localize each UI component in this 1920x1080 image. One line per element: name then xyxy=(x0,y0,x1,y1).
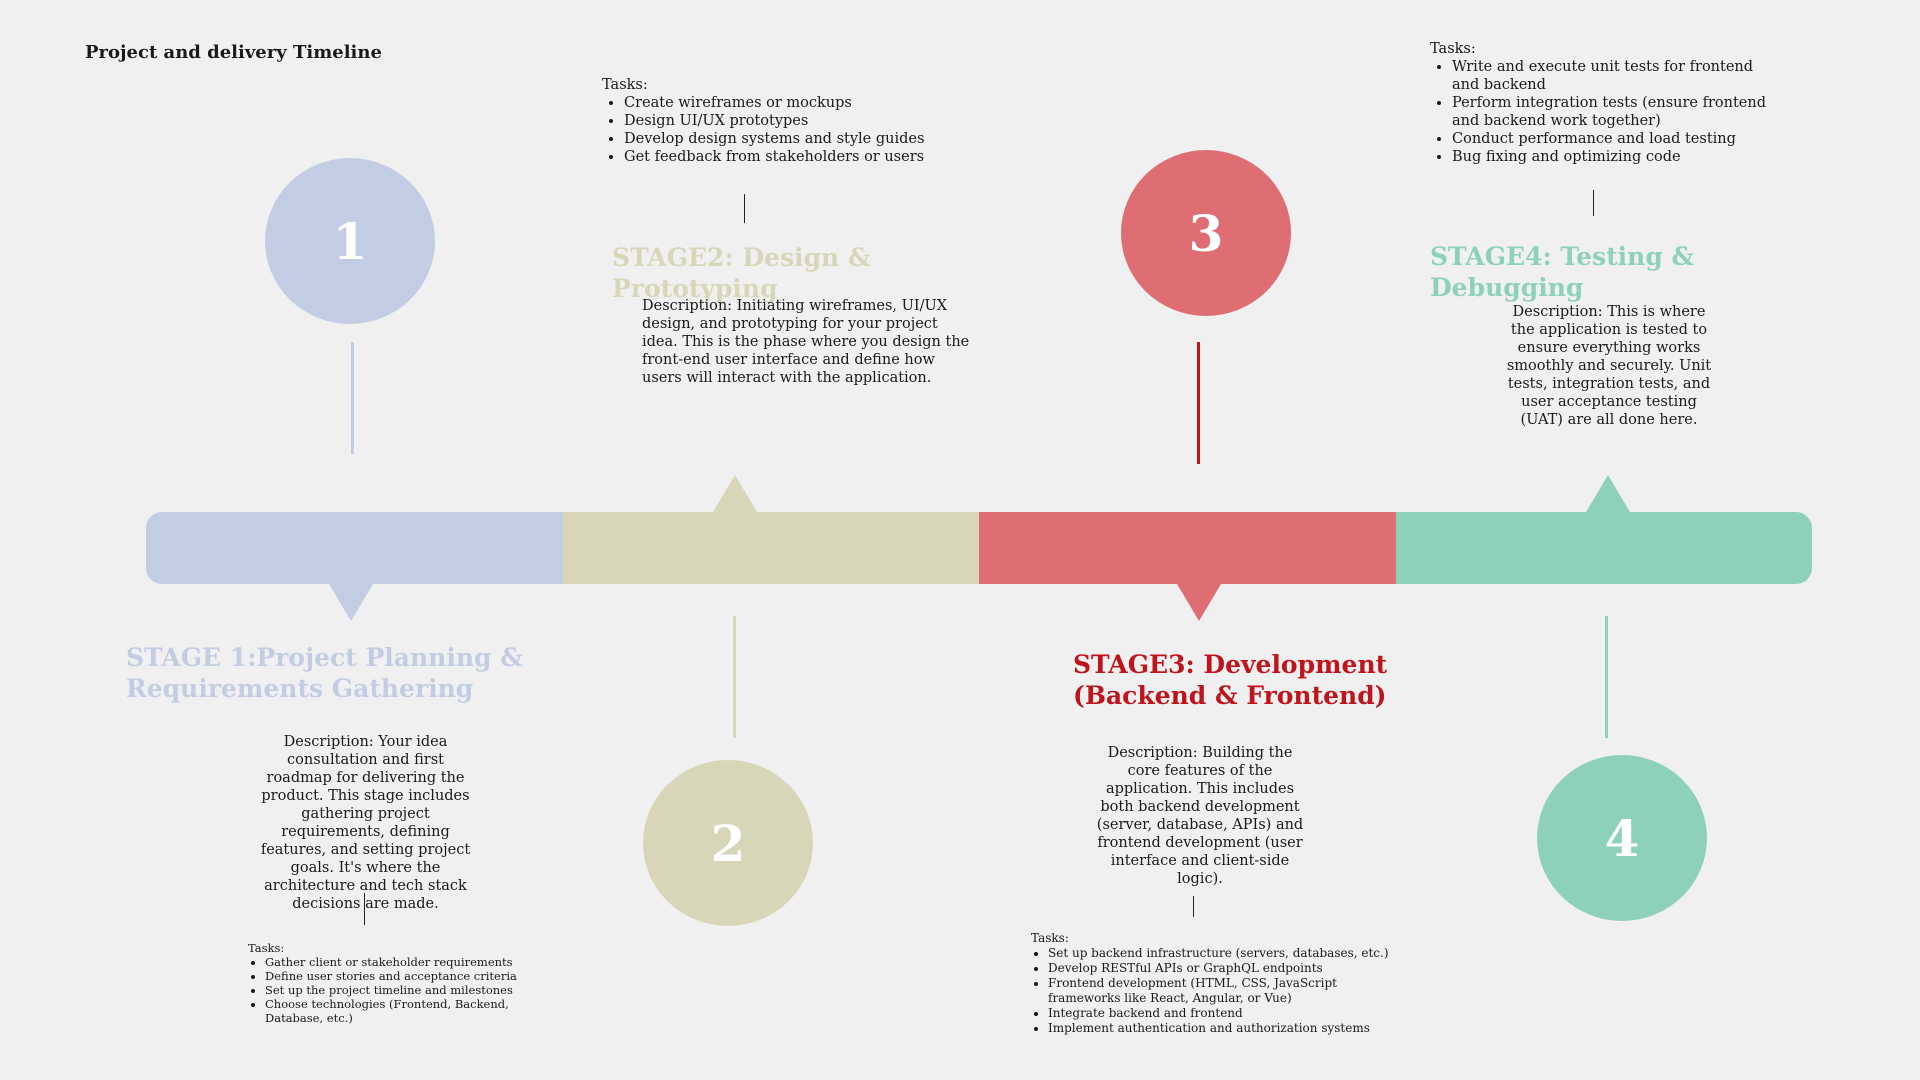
stage-2-task-list: Create wireframes or mockupsDesign UI/UX… xyxy=(602,94,932,166)
stage-1-task-list: Gather client or stakeholder requirement… xyxy=(248,955,518,1025)
stage-4-number: 4 xyxy=(1604,808,1640,868)
stage-3-title: STAGE3: Development (Backend & Frontend) xyxy=(1073,650,1388,710)
stage-3-number: 3 xyxy=(1188,203,1224,263)
stage-4-task-item: Write and execute unit tests for fronten… xyxy=(1452,58,1770,94)
stage-2-pointer xyxy=(713,475,757,512)
stage-3-tasks-label: Tasks: xyxy=(1031,931,1069,945)
stage-3-task-item: Set up backend infrastructure (servers, … xyxy=(1048,946,1391,961)
stage-1-tasks-connector xyxy=(364,893,365,925)
stage-2-tasks-label: Tasks: xyxy=(602,77,648,93)
stage-4-task-item: Perform integration tests (ensure fronte… xyxy=(1452,94,1770,130)
stage-4-task-item: Bug fixing and optimizing code xyxy=(1452,148,1770,166)
stage-3-task-list: Set up backend infrastructure (servers, … xyxy=(1031,946,1391,1036)
stage-2-number: 2 xyxy=(710,813,746,873)
stage-1-task-item: Define user stories and acceptance crite… xyxy=(265,969,518,983)
stage-1-number-circle: 1 xyxy=(265,158,435,324)
stage-3-number-circle: 3 xyxy=(1121,150,1291,316)
stage-1-description: Description: Your idea consultation and … xyxy=(260,734,471,912)
stage-2-connector xyxy=(733,616,736,738)
stage-2-tasks: Tasks: Create wireframes or mockupsDesig… xyxy=(602,76,932,166)
stage-3-task-item: Develop RESTful APIs or GraphQL endpoint… xyxy=(1048,961,1391,976)
stage-1-task-item: Set up the project timeline and mileston… xyxy=(265,983,518,997)
stage-3-description: Description: Building the core features … xyxy=(1096,745,1304,887)
stage-1-pointer xyxy=(329,584,373,621)
timeline-segment-stage-4 xyxy=(1395,512,1812,584)
stage-4-title: STAGE4: Testing & Debugging xyxy=(1430,242,1695,302)
timeline-bar xyxy=(146,512,1812,584)
timeline-segment-stage-3 xyxy=(979,512,1396,584)
stage-4-tasks: Tasks: Write and execute unit tests for … xyxy=(1430,40,1770,166)
stage-1-task-item: Choose technologies (Frontend, Backend, … xyxy=(265,997,518,1025)
stage-4-pointer xyxy=(1586,475,1630,512)
stage-2-tasks-connector xyxy=(744,194,745,223)
stage-1-connector xyxy=(351,342,354,454)
stage-4-task-item: Conduct performance and load testing xyxy=(1452,130,1770,148)
stage-3-tasks-connector xyxy=(1193,896,1194,917)
stage-1-tasks: Tasks: Gather client or stakeholder requ… xyxy=(248,941,518,1025)
stage-4-connector xyxy=(1605,616,1608,738)
stage-4-number-circle: 4 xyxy=(1537,755,1707,921)
stage-1-task-item: Gather client or stakeholder requirement… xyxy=(265,955,518,969)
stage-4-tasks-label: Tasks: xyxy=(1430,41,1476,57)
stage-4-description: Description: This is where the applicati… xyxy=(1506,304,1712,428)
timeline-segment-stage-1 xyxy=(146,512,563,584)
stage-2-task-item: Create wireframes or mockups xyxy=(624,94,932,112)
stage-4-tasks-connector xyxy=(1593,190,1594,216)
page-title: Project and delivery Timeline xyxy=(85,42,382,63)
stage-1-number: 1 xyxy=(332,211,368,271)
stage-2-description: Description: Initiating wireframes, UI/U… xyxy=(642,298,970,386)
stage-2-title: STAGE2: Design & Prototyping xyxy=(612,243,871,303)
stage-4-task-list: Write and execute unit tests for fronten… xyxy=(1430,58,1770,166)
stage-3-connector xyxy=(1197,342,1200,464)
stage-2-number-circle: 2 xyxy=(643,760,813,926)
stage-3-task-item: Frontend development (HTML, CSS, JavaScr… xyxy=(1048,976,1391,1006)
stage-2-task-item: Get feedback from stakeholders or users xyxy=(624,148,932,166)
stage-2-task-item: Design UI/UX prototypes xyxy=(624,112,932,130)
stage-3-pointer xyxy=(1177,584,1221,621)
stage-3-tasks: Tasks: Set up backend infrastructure (se… xyxy=(1031,931,1391,1036)
stage-3-task-item: Implement authentication and authorizati… xyxy=(1048,1021,1391,1036)
stage-1-tasks-label: Tasks: xyxy=(248,941,285,955)
stage-1-title: STAGE 1:Project Planning & Requirements … xyxy=(126,643,523,703)
stage-2-task-item: Develop design systems and style guides xyxy=(624,130,932,148)
timeline-segment-stage-2 xyxy=(562,512,979,584)
stage-3-task-item: Integrate backend and frontend xyxy=(1048,1006,1391,1021)
